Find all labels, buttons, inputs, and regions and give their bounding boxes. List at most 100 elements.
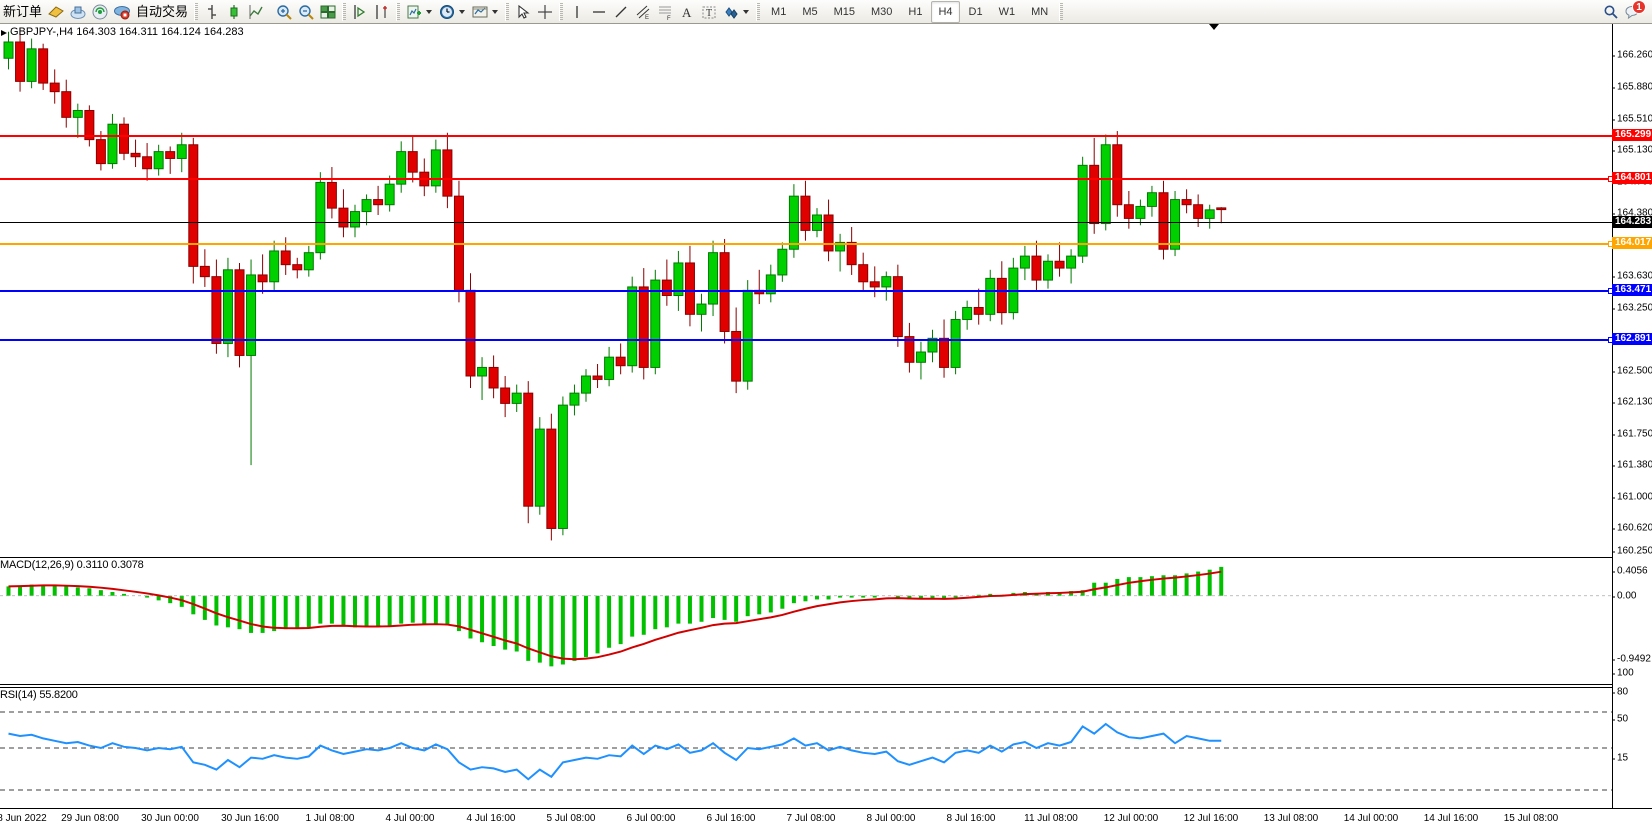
chart-expand-arrow-icon[interactable] [1,30,7,36]
indicator-tick: -0.9492 [1612,654,1652,665]
time-label: 30 Jun 16:00 [221,813,279,824]
toolbar-separator [559,2,564,21]
macd-pane[interactable]: MACD(12,26,9) 0.3110 0.3078 [0,557,1612,685]
price-tag-165299[interactable]: 165.299 [1612,129,1652,141]
resistance-165299[interactable] [0,135,1612,137]
indicator-tick: 0.4056 [1612,566,1652,577]
timeframe-h4[interactable]: H4 [931,0,960,23]
support-163471[interactable] [0,288,1614,294]
timeframe-h1[interactable]: H1 [908,5,923,18]
time-label: 6 Jul 16:00 [706,813,756,824]
time-label: 30 Jun 00:00 [141,813,199,824]
new-order-label[interactable]: 新订单 [3,3,43,19]
price-tag-164283[interactable]: 164.283 [1612,216,1652,228]
timeframe-m15[interactable]: M15 [833,5,855,18]
main-toolbar: 新订单 自动交易 [0,0,1652,24]
timeframe-m30[interactable]: M30 [871,5,893,18]
fibonacci-icon[interactable]: F [654,1,676,23]
zoom-in-icon[interactable] [273,1,295,23]
price-tick: 163.250 [1612,303,1652,314]
svg-text:T: T [706,8,712,19]
indicators-dropdown-caret[interactable] [426,9,433,14]
shapes-dropdown-caret[interactable] [743,9,750,14]
tile-windows-icon[interactable] [317,1,339,23]
chat-icon[interactable]: 1 [1622,0,1646,23]
price-tag-163471[interactable]: 163.471 [1612,284,1652,296]
time-label: 14 Jul 16:00 [1423,813,1479,824]
crosshair-icon[interactable] [534,1,556,23]
search-icon[interactable] [1600,1,1622,23]
timeframe-m5[interactable]: M5 [802,5,818,18]
templates-icon[interactable] [469,1,491,23]
timeframe-d1[interactable]: D1 [968,5,983,18]
zoom-out-icon[interactable] [295,1,317,23]
time-label: 1 Jul 08:00 [305,813,355,824]
price-tick: 165.130 [1612,145,1652,156]
pivot-164017[interactable] [0,241,1614,247]
signals-icon[interactable] [45,1,67,23]
macd-series [0,566,1612,667]
horizontal-line-icon[interactable] [588,1,610,23]
indicator-tick: 80 [1612,687,1652,698]
candlestick-series [3,28,1227,541]
trendline-icon[interactable] [610,1,632,23]
price-tag-162891[interactable]: 162.891 [1612,333,1652,345]
rsi-label: RSI(14) 55.8200 [0,689,78,701]
cursor-icon[interactable] [512,1,534,23]
period-dropdown-caret[interactable] [459,9,466,14]
timeframe-group: M1 M5 M15 M30 H1 H4 D1 W1 MN [763,0,1056,23]
toolbar-separator [194,2,199,21]
shift-end-icon[interactable] [349,1,371,23]
cloud-icon[interactable] [67,1,89,23]
support-162891[interactable] [0,337,1614,343]
time-label: 12 Jul 16:00 [1183,813,1239,824]
current-price-line [0,222,1612,223]
indicator-tick: 50 [1612,714,1652,725]
toolbar-separator [342,2,347,21]
svg-text:A: A [682,5,692,20]
candlestick-chart-icon[interactable] [223,1,245,23]
time-label: 8 Jun 2022 [0,813,47,824]
time-label: 12 Jul 00:00 [1103,813,1159,824]
price-tag-164017[interactable]: 164.017 [1612,237,1652,249]
svg-text:E: E [645,15,649,21]
label-icon[interactable]: T [698,1,720,23]
line-chart-icon[interactable] [245,1,267,23]
time-label: 6 Jul 00:00 [626,813,676,824]
time-label: 13 Jul 08:00 [1263,813,1319,824]
price-tick: 161.000 [1612,492,1652,503]
resistance-164801[interactable] [0,176,1614,182]
chart-symbol-header: GBPJPY-,H4 164.303 164.311 164.124 164.2… [10,26,244,38]
timeframe-mn[interactable]: MN [1031,5,1049,18]
shapes-icon[interactable] [720,1,742,23]
templates-dropdown-caret[interactable] [492,9,499,14]
svg-text:F: F [667,16,671,21]
toolbar-separator [396,2,401,21]
price-tick: 160.250 [1612,546,1652,557]
indicator-tick: 15 [1612,753,1652,764]
time-label: 4 Jul 00:00 [385,813,435,824]
autotrading-label[interactable]: 自动交易 [136,3,189,19]
price-tag-164801[interactable]: 164.801 [1612,172,1652,184]
vertical-line-icon[interactable] [566,1,588,23]
auto-scroll-icon[interactable] [371,1,393,23]
autotrading-icon[interactable] [111,1,133,23]
notification-badge: 1 [1632,0,1646,14]
time-label: 29 Jun 08:00 [61,813,119,824]
price-pane[interactable] [0,24,1614,555]
price-axis[interactable]: 166.260165.880165.510165.130164.760164.3… [1612,24,1652,808]
period-clock-icon[interactable] [436,1,458,23]
time-label: 7 Jul 08:00 [786,813,836,824]
bar-chart-icon[interactable] [201,1,223,23]
timeframe-m1[interactable]: M1 [771,5,787,18]
equidistant-channel-icon[interactable]: E [632,1,654,23]
time-label: 8 Jul 00:00 [866,813,916,824]
indicators-icon[interactable] [403,1,425,23]
rsi-pane[interactable]: RSI(14) 55.8200 [0,687,1612,808]
chart-window[interactable]: GBPJPY-,H4 164.303 164.311 164.124 164.2… [0,24,1652,831]
text-icon[interactable]: A [676,1,698,23]
time-axis[interactable]: 8 Jun 2022 29 Jun 08:00 30 Jun 00:00 30 Jun… [0,808,1652,831]
vps-icon[interactable] [89,1,111,23]
timeframe-w1[interactable]: W1 [998,5,1016,18]
toolbar-separator [1059,2,1064,21]
